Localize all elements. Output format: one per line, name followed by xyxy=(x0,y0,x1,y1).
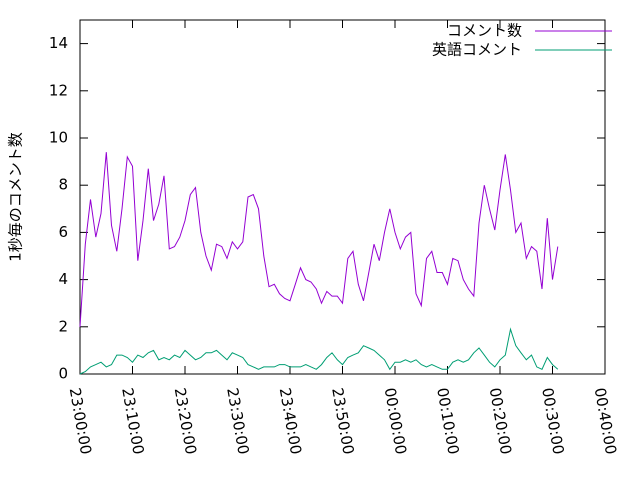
x-tick-label: 23:30:00 xyxy=(223,386,252,455)
y-tick-label: 0 xyxy=(58,365,68,383)
x-tick-label: 00:20:00 xyxy=(486,386,515,455)
series-line xyxy=(79,152,559,327)
x-tick-label: 00:00:00 xyxy=(381,386,410,455)
x-tick-label: 23:20:00 xyxy=(171,386,200,455)
x-tick-label: 00:10:00 xyxy=(433,386,462,455)
x-tick-label: 00:30:00 xyxy=(538,386,567,455)
x-tick-label: 00:40:00 xyxy=(591,386,620,455)
y-tick-label: 6 xyxy=(58,223,68,241)
x-tick-label: 23:00:00 xyxy=(66,386,95,455)
plot-frame xyxy=(79,19,606,375)
y-axis-label: 1秒毎のコメント数 xyxy=(7,132,25,262)
x-tick-label: 23:50:00 xyxy=(328,386,357,455)
y-tick-label: 10 xyxy=(49,129,68,147)
legend-label: コメント数 xyxy=(447,22,522,40)
series-line xyxy=(79,327,559,375)
x-tick-label: 23:10:00 xyxy=(118,386,147,455)
y-tick-label: 4 xyxy=(58,270,68,288)
legend-label: 英語コメント xyxy=(432,41,522,59)
y-tick-label: 8 xyxy=(58,176,68,194)
y-tick-label: 2 xyxy=(58,317,68,335)
y-tick-label: 14 xyxy=(49,34,68,52)
y-tick-label: 12 xyxy=(49,81,68,99)
x-tick-label: 23:40:00 xyxy=(276,386,305,455)
